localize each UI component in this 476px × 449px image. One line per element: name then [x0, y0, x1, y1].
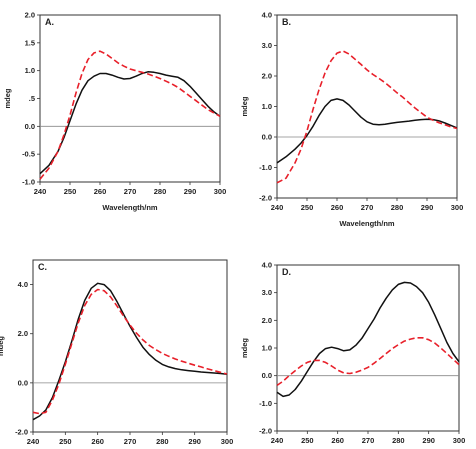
- x-tick-label: 280: [391, 203, 404, 212]
- y-tick-label: 0.0: [262, 371, 272, 380]
- y-tick-label: 4.0: [18, 280, 28, 289]
- series-line-black-solid: [39, 71, 221, 175]
- series-line-black-solid: [32, 282, 228, 421]
- y-axis-label: mdeg: [240, 96, 249, 116]
- series-line-red-dashed: [276, 337, 460, 387]
- x-tick-label: 290: [422, 436, 435, 445]
- y-tick-label: 0.0: [25, 122, 35, 131]
- x-tick-label: 280: [392, 436, 405, 445]
- x-tick-label: 270: [362, 436, 375, 445]
- chart-panel-4: 240 250 260 270 280 290 300 -2.0 -1.0 0.0 1.0 2.0 3.…: [240, 261, 465, 446]
- y-tick-label: 2.0: [262, 316, 272, 325]
- x-tick-label: 280: [154, 187, 167, 196]
- x-tick-label: 240: [34, 187, 47, 196]
- x-tick-label: 240: [271, 203, 284, 212]
- series-line-red-dashed: [276, 50, 458, 184]
- y-tick-label: -1.0: [259, 399, 272, 408]
- y-axis-label: mdeg: [0, 336, 5, 356]
- y-tick-label: -0.5: [22, 150, 35, 159]
- panel-label: D.: [282, 267, 291, 277]
- x-tick-label: 240: [27, 437, 40, 446]
- x-tick-label: 300: [453, 436, 466, 445]
- y-tick-label: 1.0: [262, 344, 272, 353]
- x-tick-label: 250: [59, 437, 72, 446]
- x-axis-label: Wavelength/nm: [102, 203, 157, 212]
- y-tick-label: 4.0: [262, 261, 272, 270]
- y-tick-label: 3.0: [262, 41, 272, 50]
- x-tick-label: 300: [214, 187, 227, 196]
- panel-label: B.: [282, 17, 291, 27]
- y-tick-label: 1.0: [25, 66, 35, 75]
- y-tick-label: 4.0: [262, 11, 272, 20]
- series-line-black-solid: [276, 281, 460, 398]
- x-tick-label: 260: [94, 187, 107, 196]
- panel-label: C.: [38, 262, 47, 272]
- x-tick-label: 260: [331, 436, 344, 445]
- x-tick-label: 290: [421, 203, 434, 212]
- series-line-red-dashed: [32, 288, 228, 415]
- x-tick-label: 240: [271, 436, 284, 445]
- x-tick-label: 270: [124, 187, 137, 196]
- series-line-black-solid: [276, 98, 458, 164]
- y-tick-label: -1.0: [22, 178, 35, 187]
- x-tick-label: 300: [451, 203, 464, 212]
- x-tick-label: 260: [91, 437, 104, 446]
- y-tick-label: .5: [29, 94, 35, 103]
- y-axis-label: mdeg: [3, 88, 12, 108]
- plot-frame: [39, 14, 221, 183]
- chart-panel-3: 240 250 260 270 280 290 300 -2.0 0.0 2.0 4.0 C. mdeg: [0, 259, 234, 446]
- y-tick-label: 1.5: [25, 38, 35, 47]
- plot-frame: [276, 264, 460, 432]
- y-tick-label: 0.0: [18, 378, 28, 387]
- plot-frame: [32, 259, 228, 433]
- x-tick-label: 280: [156, 437, 169, 446]
- y-tick-label: 2.0: [18, 329, 28, 338]
- y-tick-label: -2.0: [259, 427, 272, 436]
- x-axis-label: Wavelength/nm: [339, 219, 394, 228]
- plot-frame: [276, 14, 458, 199]
- x-tick-label: 300: [221, 437, 234, 446]
- x-tick-label: 290: [188, 437, 201, 446]
- x-tick-label: 250: [301, 203, 314, 212]
- y-tick-label: 2.0: [262, 72, 272, 81]
- y-tick-label: -2.0: [259, 194, 272, 203]
- x-tick-label: 270: [124, 437, 137, 446]
- x-tick-label: 250: [64, 187, 77, 196]
- y-axis-label: mdeg: [240, 338, 249, 358]
- y-tick-label: 3.0: [262, 288, 272, 297]
- panel-label: A.: [45, 17, 54, 27]
- y-tick-label: 2.0: [25, 11, 35, 20]
- y-tick-label: -1.0: [259, 163, 272, 172]
- x-tick-label: 260: [331, 203, 344, 212]
- chart-panel-2: 240 250 260 270 280 290 300 -2.0 -1.0 0.0 1.0 2.0 3.…: [240, 11, 463, 229]
- y-tick-label: 0.0: [262, 133, 272, 142]
- series-line-red-dashed: [39, 50, 221, 180]
- x-tick-label: 270: [361, 203, 374, 212]
- chart-panel-1: 240 250 260 270 280 290 300 -1.0 -0.5 0.0 .5 1.0 1.5…: [3, 11, 226, 213]
- x-tick-label: 250: [301, 436, 314, 445]
- y-tick-label: 1.0: [262, 102, 272, 111]
- x-tick-label: 290: [184, 187, 197, 196]
- y-tick-label: -2.0: [15, 428, 28, 437]
